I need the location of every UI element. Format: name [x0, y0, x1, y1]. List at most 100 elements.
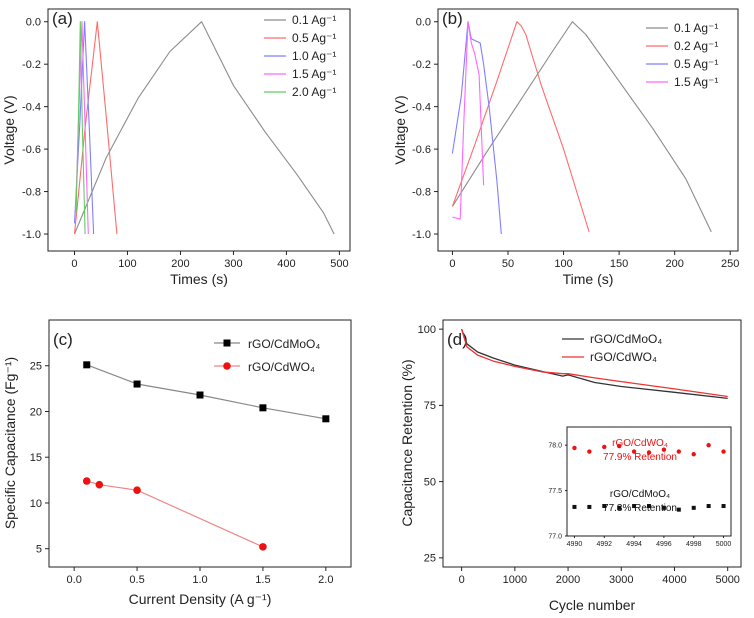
series-c-marker-1-3: [259, 543, 267, 551]
x-tick-label: 5000: [716, 541, 732, 548]
y-tick-label: -1.0: [412, 229, 431, 241]
panel-d: (d) 0 1000 2000 3000 4000 5000 25 50 75 100 rGO/C…: [399, 319, 742, 613]
legend-label-b-0: 0.1 Ag⁻¹: [674, 21, 718, 35]
legend-label-b-2: 0.5 Ag⁻¹: [674, 57, 718, 71]
y-tick-label: 20: [30, 406, 42, 418]
inset-marker-cdwo-0: [572, 445, 577, 451]
inset-marker-cdmo-4: [632, 504, 637, 509]
x-tick-label: 150: [610, 258, 628, 270]
x-tick-label: 400: [277, 258, 295, 270]
inset-marker-cdwo-1: [587, 449, 592, 454]
series-d-1: [460, 328, 728, 398]
legend-label-c-0: rGO/CdMoO₄: [248, 337, 320, 351]
inset-cdwo-retention: 77.9% Retention: [603, 452, 677, 463]
panel-b-ylabel: Voltage (V): [392, 95, 408, 164]
panel-b-ticks: 0 50 100 150 200 250 0.0 -0.2 -0.4 -0.6 -0.8 -1.0: [412, 17, 739, 270]
inset-marker-cdwo-10: [721, 449, 726, 454]
legend-label-a-3: 1.5 Ag⁻¹: [292, 67, 336, 81]
inset-marker-cdmo-10: [721, 504, 726, 509]
legend-label-a-0: 0.1 Ag⁻¹: [292, 13, 336, 27]
x-tick-label: 1.0: [192, 574, 207, 586]
x-tick-label: 50: [502, 258, 514, 270]
series-d-0: [460, 328, 728, 400]
panel-a-label: (a): [52, 9, 73, 28]
panel-c-series: [82, 361, 330, 551]
inset-marker-cdmo-6: [661, 505, 666, 510]
panel-a: (a) 0 100 200 300 400 500 0.0 -0.2 -0.4 -0.6 -0.8 -…: [1, 8, 351, 287]
panel-b-xlabel: Time (s): [563, 271, 614, 287]
series-c-marker-1-0: [82, 477, 91, 485]
inset-cdmo-retention: 77.3% Retention: [603, 503, 677, 514]
y-tick-label: 78.0: [548, 443, 562, 450]
panel-c-label: (c): [53, 330, 73, 349]
panel-a-ticks: 0 100 200 300 400 500 0.0 -0.2 -0.4 -0.6 -0.8 -1.0: [22, 17, 349, 270]
x-tick-label: 300: [224, 258, 242, 270]
inset-frame: [566, 426, 732, 537]
panel-c-ylabel: Specific Capacitance (Fg⁻¹): [2, 357, 18, 529]
x-tick-label: 0: [459, 574, 465, 586]
legend-label-b-3: 1.5 Ag⁻¹: [674, 75, 718, 89]
x-tick-label: 250: [721, 258, 739, 270]
inset-marker-cdwo-6: [661, 447, 667, 452]
inset-marker-cdmo-7: [676, 507, 681, 512]
series-b-3: [452, 21, 485, 220]
series-c-marker-1-2: [133, 486, 141, 494]
panel-c-frame: [48, 319, 352, 568]
inset-marker-cdwo-5: [646, 450, 652, 455]
y-tick-label: 50: [424, 476, 436, 488]
series-a-0: [73, 21, 335, 235]
panel-c-xlabel: Current Density (A g⁻¹): [129, 591, 272, 607]
legend-label-a-2: 1.0 Ag⁻¹: [292, 49, 336, 63]
panel-b-label: (b): [442, 9, 463, 28]
y-tick-label: 10: [30, 498, 42, 510]
panel-a-frame: [47, 8, 351, 252]
y-tick-label: -0.2: [412, 59, 431, 71]
x-tick-label: 0: [71, 258, 77, 270]
series-b-0: [451, 21, 712, 233]
x-tick-label: 4000: [662, 574, 686, 586]
y-tick-label: -1.0: [22, 229, 41, 241]
legend-label-d-0: rGO/CdMoO₄: [590, 332, 662, 346]
panel-c-legend: rGO/CdMoO₄ rGO/CdWO₄: [214, 337, 320, 374]
x-tick-label: 3000: [609, 574, 633, 586]
x-tick-label: 200: [665, 258, 683, 270]
panel-b: (b) 0 50 100 150 200 250 0.0 -0.2 -0.4 -0.6 -0.8 -1…: [392, 8, 739, 287]
y-tick-label: -0.6: [22, 144, 41, 156]
series-b-1: [451, 21, 590, 233]
y-tick-label: 25: [30, 361, 42, 373]
y-tick-label: 77.5: [548, 488, 562, 495]
inset-marker-cdmo-5: [647, 504, 651, 509]
y-tick-label: 100: [418, 324, 436, 336]
series-c-marker-0-1: [133, 380, 141, 388]
panel-b-frame: [437, 8, 739, 252]
series-a-2: [73, 21, 95, 235]
inset-cdwo-label: rGO/CdWO₄: [612, 438, 668, 449]
series-c-marker-0-2: [196, 391, 204, 399]
panel-c-ticks: 0.0 0.5 1.0 1.5 2.0 5 10 15 20 25: [30, 361, 334, 586]
x-tick-label: 0: [449, 258, 455, 270]
inset-marker-cdwo-3: [616, 443, 622, 449]
panel-d-series: [460, 328, 728, 400]
panel-a-ylabel: Voltage (V): [1, 95, 17, 164]
legend-label-a-1: 0.5 Ag⁻¹: [292, 31, 336, 45]
series-c-marker-1-1: [95, 480, 104, 489]
inset-marker-cdmo-3: [617, 505, 622, 510]
x-tick-label: 4994: [626, 541, 642, 548]
panel-d-ylabel: Capacitance Retention (%): [399, 359, 415, 526]
x-tick-label: 1000: [503, 574, 527, 586]
panel-a-xlabel: Times (s): [170, 271, 228, 287]
y-tick-label: -0.4: [412, 101, 431, 113]
series-a-4: [75, 21, 86, 235]
legend-marker-c-0: [223, 339, 231, 347]
x-tick-label: 4998: [686, 541, 702, 548]
series-a-1: [73, 21, 118, 235]
y-tick-label: 0.0: [26, 17, 41, 29]
series-c-line-1: [86, 480, 264, 548]
inset-cdmo-label: rGO/CdMoO₄: [610, 489, 670, 500]
y-tick-label: 77.0: [548, 533, 562, 540]
x-tick-label: 4990: [567, 541, 583, 548]
panel-a-series: [73, 21, 335, 235]
x-tick-label: 100: [554, 258, 572, 270]
